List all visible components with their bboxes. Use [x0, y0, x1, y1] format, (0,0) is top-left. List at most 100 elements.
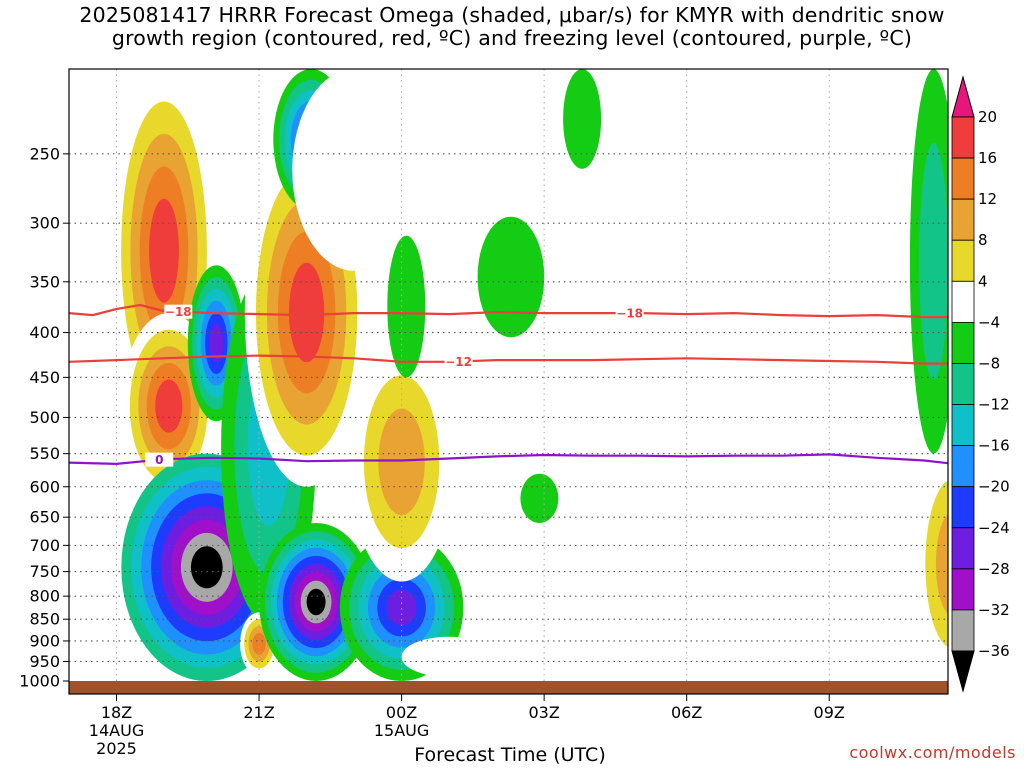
omega-band-5-3	[252, 632, 266, 655]
y-tick-label-950: 950	[29, 652, 60, 671]
omega-band-1-4	[155, 379, 183, 433]
contour-label-0: 0	[155, 453, 163, 467]
omega-band-3-5	[209, 324, 224, 363]
contour-label-bg	[164, 304, 193, 319]
colorbar-bin-6	[951, 321, 975, 364]
colorbar-top-arrow	[951, 75, 975, 118]
y-tick-label-250: 250	[29, 144, 60, 163]
temperature-contours: −18 −18 −12 0	[69, 303, 948, 467]
y-tick-label-400: 400	[29, 323, 60, 342]
contour--12	[69, 354, 948, 365]
colorbar-label-7: −12	[978, 396, 1010, 414]
chart-title-line2: growth region (contoured, red, ºC) and f…	[111, 26, 913, 50]
y-tick-label-700: 700	[29, 536, 60, 555]
x-tick-sublabel-14AUG: 14AUG	[89, 721, 144, 740]
omega-band-2-7	[190, 546, 223, 589]
y-tick-label-800: 800	[29, 587, 60, 606]
omega-shading	[111, 69, 948, 681]
omega-band-0-4	[149, 198, 179, 303]
contour-label--12: −12	[445, 355, 472, 369]
x-tick-label-00Z: 00Z	[386, 703, 417, 722]
colorbar-bin-10	[951, 486, 975, 529]
ground-strip	[69, 681, 948, 694]
grid-lines	[69, 69, 948, 681]
colorbar-bin-11	[951, 527, 975, 570]
colorbar-label-2: 12	[978, 190, 997, 208]
x-tick-label-03Z: 03Z	[528, 703, 559, 722]
x-axis-label: Forecast Time (UTC)	[414, 744, 606, 766]
contour--18	[69, 303, 948, 319]
plot-frame	[68, 68, 949, 695]
y-tick-label-500: 500	[29, 408, 60, 427]
chart-title-line1: 2025081417 HRRR Forecast Omega (shaded, …	[79, 3, 945, 27]
colorbar-bin-1	[951, 116, 975, 159]
colorbar-bin-4	[951, 239, 975, 282]
colorbar-label-9: −20	[978, 478, 1010, 496]
site-credit[interactable]: coolwx.com/models	[849, 743, 1016, 762]
pressure-axis: 250 300 350 400 450 500 550 600 650 700 750 800 850 9…	[19, 144, 69, 691]
colorbar-label-8: −16	[978, 437, 1010, 455]
contour-label-bg	[145, 452, 174, 467]
x-tick-label-09Z: 09Z	[814, 703, 845, 722]
contour-label-bg	[615, 306, 644, 321]
colorbar-label-13: −36	[978, 642, 1010, 660]
omega-band-14-0	[477, 216, 545, 338]
colorbar-bottom-arrow	[951, 650, 975, 693]
omega-band-17-0	[563, 69, 602, 169]
omega-band-9-5	[386, 589, 417, 626]
colorbar-label-12: −32	[978, 601, 1010, 619]
y-tick-label-900: 900	[29, 631, 60, 650]
contour-0	[69, 453, 948, 466]
omega-band-6-4	[289, 262, 325, 363]
omega-band-19-0	[401, 636, 497, 678]
y-tick-label-450: 450	[29, 368, 60, 387]
y-tick-label-850: 850	[29, 610, 60, 629]
omega-band-24-2	[935, 513, 948, 614]
omega-band-23-0	[810, 473, 858, 587]
contour-label-bg	[444, 354, 473, 369]
colorbar-bin-2	[951, 157, 975, 200]
contour-label--18: −18	[616, 307, 643, 321]
y-tick-label-600: 600	[29, 477, 60, 496]
colorbar-bin-13	[951, 609, 975, 652]
colorbar-label-0: 20	[978, 108, 997, 126]
colorbar-bin-12	[951, 568, 975, 611]
colorbar-label-6: −8	[978, 354, 1000, 372]
omega-band-8-8	[306, 588, 326, 616]
x-tick-label-21Z: 21Z	[243, 703, 274, 722]
x-tick-sublabel-2025: 2025	[96, 739, 137, 758]
omega-band-25-1	[919, 142, 948, 380]
colorbar-label-10: −24	[978, 519, 1010, 537]
omega-band-15-0	[387, 235, 426, 378]
omega-band-21-0	[786, 605, 872, 674]
x-tick-sublabel-15AUG: 15AUG	[374, 721, 429, 740]
colorbar-bin-7	[951, 363, 975, 405]
omega-band-16-0	[520, 473, 559, 523]
y-tick-label-650: 650	[29, 508, 60, 527]
colorbar-bin-5	[951, 280, 975, 323]
colorbar-label-4: 4	[978, 272, 988, 290]
y-tick-label-1000: 1000	[19, 672, 60, 691]
colorbar-label-1: 16	[978, 149, 997, 167]
chart-title: 2025081417 HRRR Forecast Omega (shaded, …	[0, 4, 1024, 50]
contour-label--18: −18	[165, 305, 192, 319]
omega-band-10-2	[378, 408, 425, 516]
omega-band-11-0	[292, 69, 416, 271]
y-tick-label-300: 300	[29, 214, 60, 233]
y-tick-label-750: 750	[29, 562, 60, 581]
y-tick-label-550: 550	[29, 444, 60, 463]
colorbar: 20 16 12 8 4 −4 −8 −12 −16 −20 −24 −28 −32 −36	[951, 75, 1010, 693]
y-tick-label-350: 350	[29, 272, 60, 291]
omega-band-20-0	[662, 617, 777, 672]
omega-band-22-0	[767, 505, 796, 562]
colorbar-bin-8	[951, 404, 975, 447]
colorbar-label-3: 8	[978, 231, 988, 249]
colorbar-bin-3	[951, 198, 975, 241]
x-tick-label-06Z: 06Z	[671, 703, 702, 722]
colorbar-label-11: −28	[978, 560, 1010, 578]
colorbar-bin-9	[951, 445, 975, 488]
x-tick-label-18Z: 18Z	[101, 703, 132, 722]
colorbar-label-5: −4	[978, 313, 1000, 331]
omega-band-18-0	[472, 480, 521, 637]
